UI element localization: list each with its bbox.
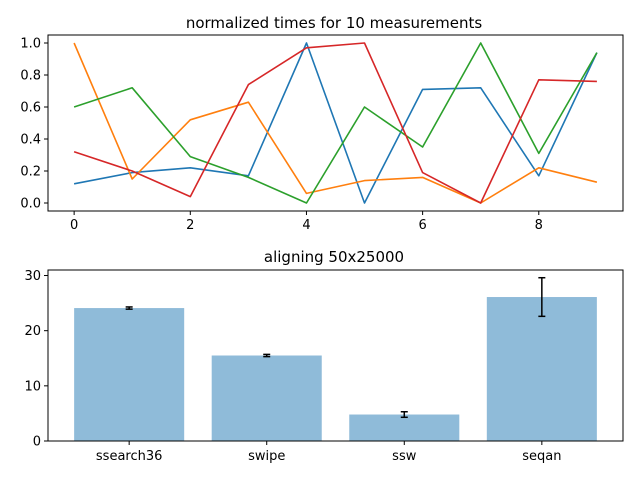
line-y-axis-ticks: 0.0 0.2 0.4 0.6 0.8 1.0 (20, 37, 48, 212)
bar-y-axis-ticks: 0 10 20 30 (24, 269, 48, 450)
line-x-tick-label: 8 (535, 218, 543, 233)
bar-x-tick-label: swipe (248, 449, 285, 464)
bar-x-tick-label: ssw (392, 449, 417, 464)
line-chart: normalized times for 10 measurements 0 2 4… (20, 14, 624, 233)
error-bar-group (125, 276, 546, 419)
line-series-2 (73, 42, 598, 204)
line-x-tick-label: 4 (302, 218, 310, 233)
line-x-axis-ticks: 0 2 4 6 8 (70, 211, 543, 233)
line-series-3 (73, 42, 598, 204)
bar-seqan (486, 297, 597, 441)
bar-x-tick-label: ssearch36 (96, 449, 163, 464)
line-y-tick-label: 0.4 (20, 133, 41, 148)
bar-x-tick-label: seqan (522, 449, 561, 464)
line-x-tick-label: 2 (186, 218, 194, 233)
bar-y-tick-label: 0 (33, 435, 41, 450)
bar-group (74, 297, 597, 441)
bar-y-tick-label: 30 (24, 269, 41, 284)
bar-chart: aligning 50x25000 ssearch36 swipe ssw seqan… (24, 248, 624, 464)
line-series-1 (73, 42, 598, 204)
line-y-tick-label: 1.0 (20, 37, 41, 52)
bar-y-tick-label: 10 (24, 379, 41, 394)
line-x-tick-label: 6 (418, 218, 426, 233)
line-y-tick-label: 0.0 (20, 197, 41, 212)
bar-x-axis-ticks: ssearch36 swipe ssw seqan (96, 441, 561, 464)
bar-y-tick-label: 20 (24, 324, 41, 339)
line-y-tick-label: 0.8 (20, 69, 41, 84)
line-series-group (73, 42, 598, 204)
bar-chart-frame (47, 269, 624, 442)
bar-chart-title: aligning 50x25000 (264, 248, 404, 266)
bar-swipe (211, 355, 322, 441)
line-chart-frame (47, 34, 624, 212)
bar-ssearch36 (74, 308, 185, 441)
line-x-tick-label: 0 (70, 218, 78, 233)
line-y-tick-label: 0.6 (20, 101, 41, 116)
line-series-4 (73, 42, 597, 204)
line-chart-title: normalized times for 10 measurements (186, 14, 482, 32)
line-y-tick-label: 0.2 (20, 165, 41, 180)
bar-ssw (349, 414, 460, 441)
